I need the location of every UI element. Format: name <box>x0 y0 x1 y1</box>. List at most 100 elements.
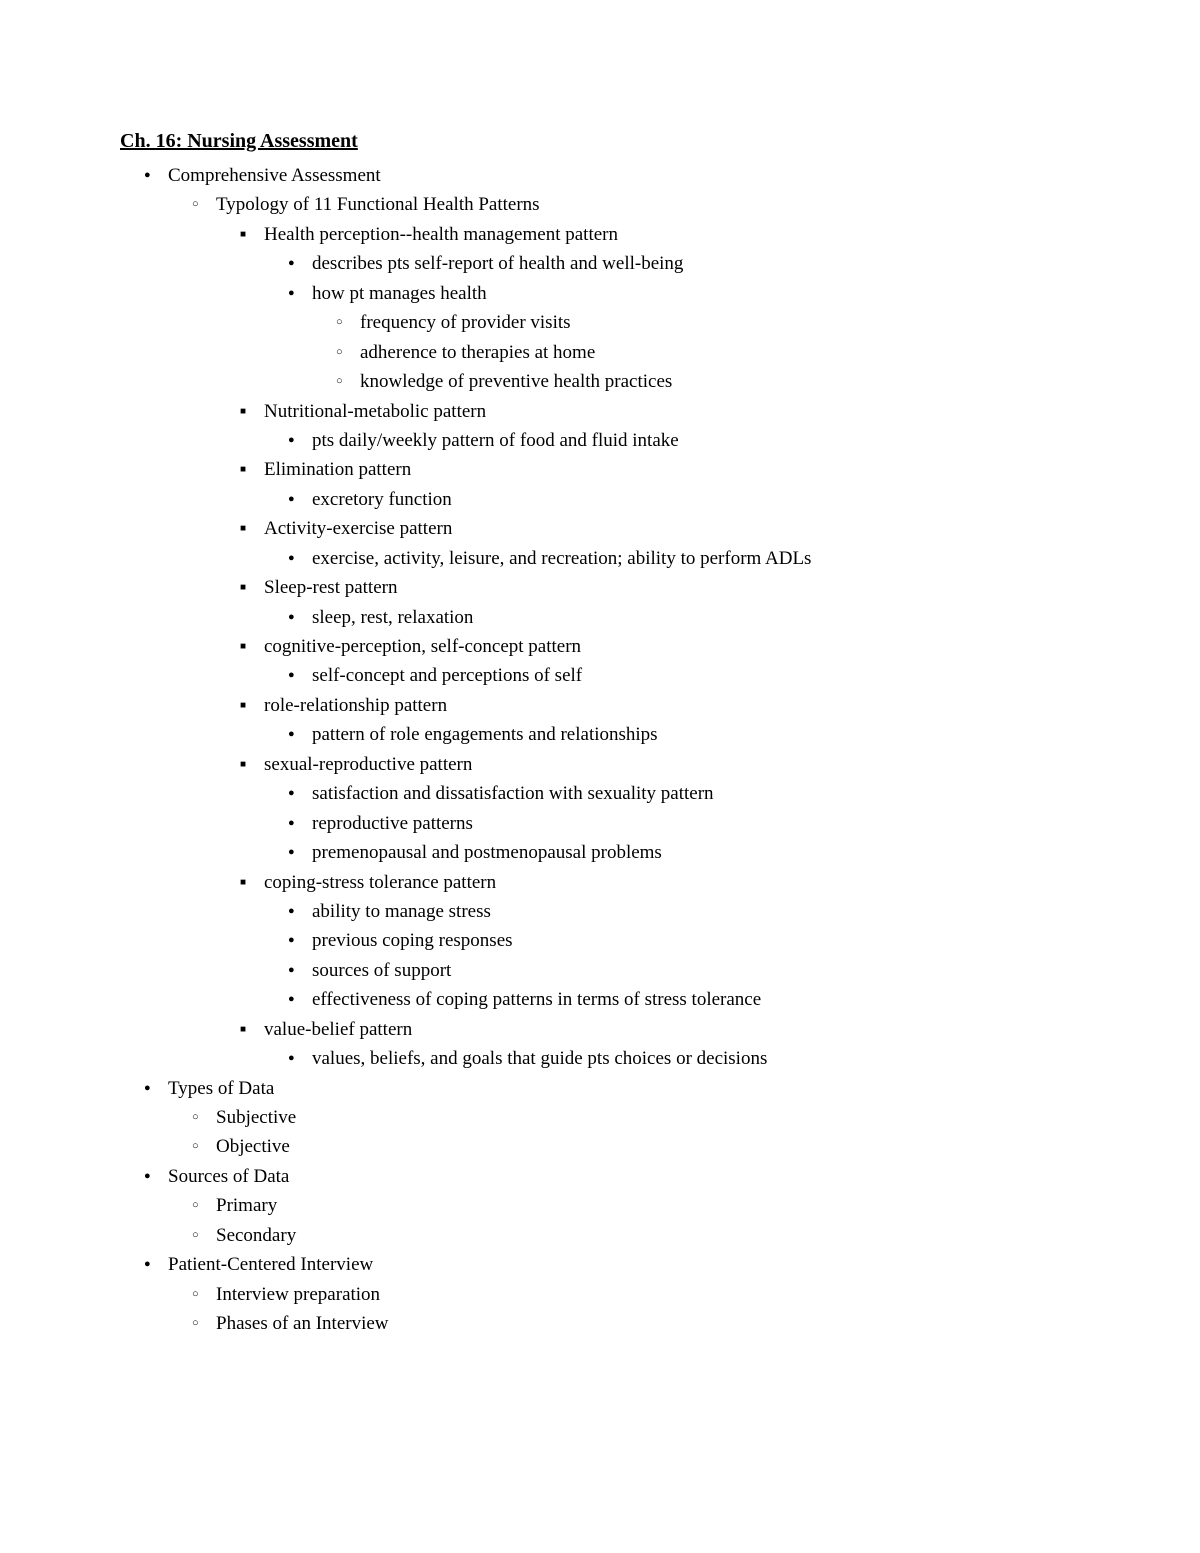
outline-item: pattern of role engagements and relation… <box>312 720 1080 749</box>
outline-item: Health perception--health management pat… <box>264 220 1080 397</box>
outline-item: sexual-reproductive pattern satisfaction … <box>264 750 1080 868</box>
outline-item: reproductive patterns <box>312 809 1080 838</box>
outline-level-2: Interview preparation Phases of an Interv… <box>168 1280 1080 1339</box>
outline-item-text: Nutritional-metabolic pattern <box>264 401 486 422</box>
outline-item: satisfaction and dissatisfaction with se… <box>312 779 1080 808</box>
outline-item: Typology of 11 Functional Health Pattern… <box>216 190 1080 1073</box>
outline-level-4: exercise, activity, leisure, and recreat… <box>264 544 1080 573</box>
outline-item: cognitive-perception, self-concept patte… <box>264 632 1080 691</box>
outline-level-4: values, beliefs, and goals that guide pt… <box>264 1044 1080 1073</box>
outline-item-text: knowledge of preventive health practices <box>360 371 672 392</box>
outline-item: Patient-Centered Interview Interview prep… <box>168 1250 1080 1338</box>
outline-item: coping-stress tolerance pattern ability t… <box>264 868 1080 1015</box>
outline-item-text: value-belief pattern <box>264 1019 412 1040</box>
outline-item-text: cognitive-perception, self-concept patte… <box>264 636 581 657</box>
outline-item: excretory function <box>312 485 1080 514</box>
outline-item-text: values, beliefs, and goals that guide pt… <box>312 1048 767 1069</box>
outline-item: ability to manage stress <box>312 897 1080 926</box>
outline-item: sleep, rest, relaxation <box>312 603 1080 632</box>
outline-item: Secondary <box>216 1221 1080 1250</box>
outline-level-4: pts daily/weekly pattern of food and flu… <box>264 426 1080 455</box>
outline-item: pts daily/weekly pattern of food and flu… <box>312 426 1080 455</box>
outline-level-2: Subjective Objective <box>168 1103 1080 1162</box>
outline-item: values, beliefs, and goals that guide pt… <box>312 1044 1080 1073</box>
outline-item-text: previous coping responses <box>312 930 513 951</box>
outline-item: premenopausal and postmenopausal problem… <box>312 838 1080 867</box>
outline-level-4: ability to manage stress previous coping … <box>264 897 1080 1015</box>
outline-level-5: frequency of provider visits adherence to… <box>312 308 1080 396</box>
outline-item-text: Interview preparation <box>216 1284 380 1305</box>
outline-level-4: self-concept and perceptions of self <box>264 661 1080 690</box>
outline-item-text: satisfaction and dissatisfaction with se… <box>312 783 714 804</box>
outline-level-4: sleep, rest, relaxation <box>264 603 1080 632</box>
outline-item-text: Types of Data <box>168 1078 274 1099</box>
outline-level-3: Health perception--health management pat… <box>216 220 1080 1074</box>
outline-level-4: satisfaction and dissatisfaction with se… <box>264 779 1080 867</box>
outline-item-text: describes pts self-report of health and … <box>312 253 683 274</box>
outline-item-text: Typology of 11 Functional Health Pattern… <box>216 194 540 215</box>
outline-item: Elimination pattern excretory function <box>264 455 1080 514</box>
outline-item-text: role-relationship pattern <box>264 695 447 716</box>
outline-item: knowledge of preventive health practices <box>360 367 1080 396</box>
outline-item-text: reproductive patterns <box>312 813 473 834</box>
outline-level-4: describes pts self-report of health and … <box>264 249 1080 396</box>
outline-level-2: Primary Secondary <box>168 1191 1080 1250</box>
outline-item: Interview preparation <box>216 1280 1080 1309</box>
outline-item-text: coping-stress tolerance pattern <box>264 872 496 893</box>
outline-item-text: sexual-reproductive pattern <box>264 754 472 775</box>
outline-item-text: Phases of an Interview <box>216 1313 389 1334</box>
outline-item-text: sources of support <box>312 960 451 981</box>
outline-item: Subjective <box>216 1103 1080 1132</box>
outline-level-4: pattern of role engagements and relation… <box>264 720 1080 749</box>
outline-item-text: excretory function <box>312 489 452 510</box>
outline-item: adherence to therapies at home <box>360 338 1080 367</box>
outline-item: Phases of an Interview <box>216 1309 1080 1338</box>
outline-item: describes pts self-report of health and … <box>312 249 1080 278</box>
outline-item-text: pts daily/weekly pattern of food and flu… <box>312 430 679 451</box>
outline-item-text: Activity-exercise pattern <box>264 518 452 539</box>
outline-item-text: Patient-Centered Interview <box>168 1254 373 1275</box>
outline-level-1: Comprehensive Assessment Typology of 11 F… <box>120 161 1080 1339</box>
outline-item-text: Objective <box>216 1136 290 1157</box>
outline-item: how pt manages health frequency of provid… <box>312 279 1080 397</box>
outline-item: Sources of Data Primary Secondary <box>168 1162 1080 1250</box>
outline-item: exercise, activity, leisure, and recreat… <box>312 544 1080 573</box>
outline-item: role-relationship pattern pattern of role… <box>264 691 1080 750</box>
outline-item-text: premenopausal and postmenopausal problem… <box>312 842 662 863</box>
outline-item: Types of Data Subjective Objective <box>168 1074 1080 1162</box>
outline-item-text: Primary <box>216 1195 277 1216</box>
outline-item-text: adherence to therapies at home <box>360 342 595 363</box>
outline-item: sources of support <box>312 956 1080 985</box>
outline-item-text: how pt manages health <box>312 283 487 304</box>
outline-item: self-concept and perceptions of self <box>312 661 1080 690</box>
outline-item-text: Sleep-rest pattern <box>264 577 397 598</box>
outline-item: effectiveness of coping patterns in term… <box>312 985 1080 1014</box>
outline-item: Comprehensive Assessment Typology of 11 F… <box>168 161 1080 1074</box>
outline-item-text: effectiveness of coping patterns in term… <box>312 989 761 1010</box>
outline-item: Nutritional-metabolic pattern pts daily/w… <box>264 397 1080 456</box>
outline-item: frequency of provider visits <box>360 308 1080 337</box>
outline-item: Objective <box>216 1132 1080 1161</box>
document-page: Ch. 16: Nursing Assessment Comprehensive… <box>0 0 1200 1399</box>
outline-item-text: Secondary <box>216 1225 296 1246</box>
outline-level-4: excretory function <box>264 485 1080 514</box>
outline-item-text: pattern of role engagements and relation… <box>312 724 658 745</box>
outline-item-text: Sources of Data <box>168 1166 289 1187</box>
outline-item-text: Subjective <box>216 1107 296 1128</box>
outline-item: Activity-exercise pattern exercise, activ… <box>264 514 1080 573</box>
outline-item-text: exercise, activity, leisure, and recreat… <box>312 548 811 569</box>
outline-item: Primary <box>216 1191 1080 1220</box>
outline-item-text: sleep, rest, relaxation <box>312 607 473 628</box>
outline-item-text: Elimination pattern <box>264 459 411 480</box>
outline-item: value-belief pattern values, beliefs, and… <box>264 1015 1080 1074</box>
outline-level-2: Typology of 11 Functional Health Pattern… <box>168 190 1080 1073</box>
outline-item-text: Health perception--health management pat… <box>264 224 618 245</box>
outline-item-text: frequency of provider visits <box>360 312 571 333</box>
outline-item: Sleep-rest pattern sleep, rest, relaxatio… <box>264 573 1080 632</box>
outline-item-text: Comprehensive Assessment <box>168 165 381 186</box>
outline-root: Comprehensive Assessment Typology of 11 F… <box>120 161 1080 1339</box>
outline-item: previous coping responses <box>312 926 1080 955</box>
document-title: Ch. 16: Nursing Assessment <box>120 130 1080 153</box>
outline-item-text: ability to manage stress <box>312 901 491 922</box>
outline-item-text: self-concept and perceptions of self <box>312 665 582 686</box>
